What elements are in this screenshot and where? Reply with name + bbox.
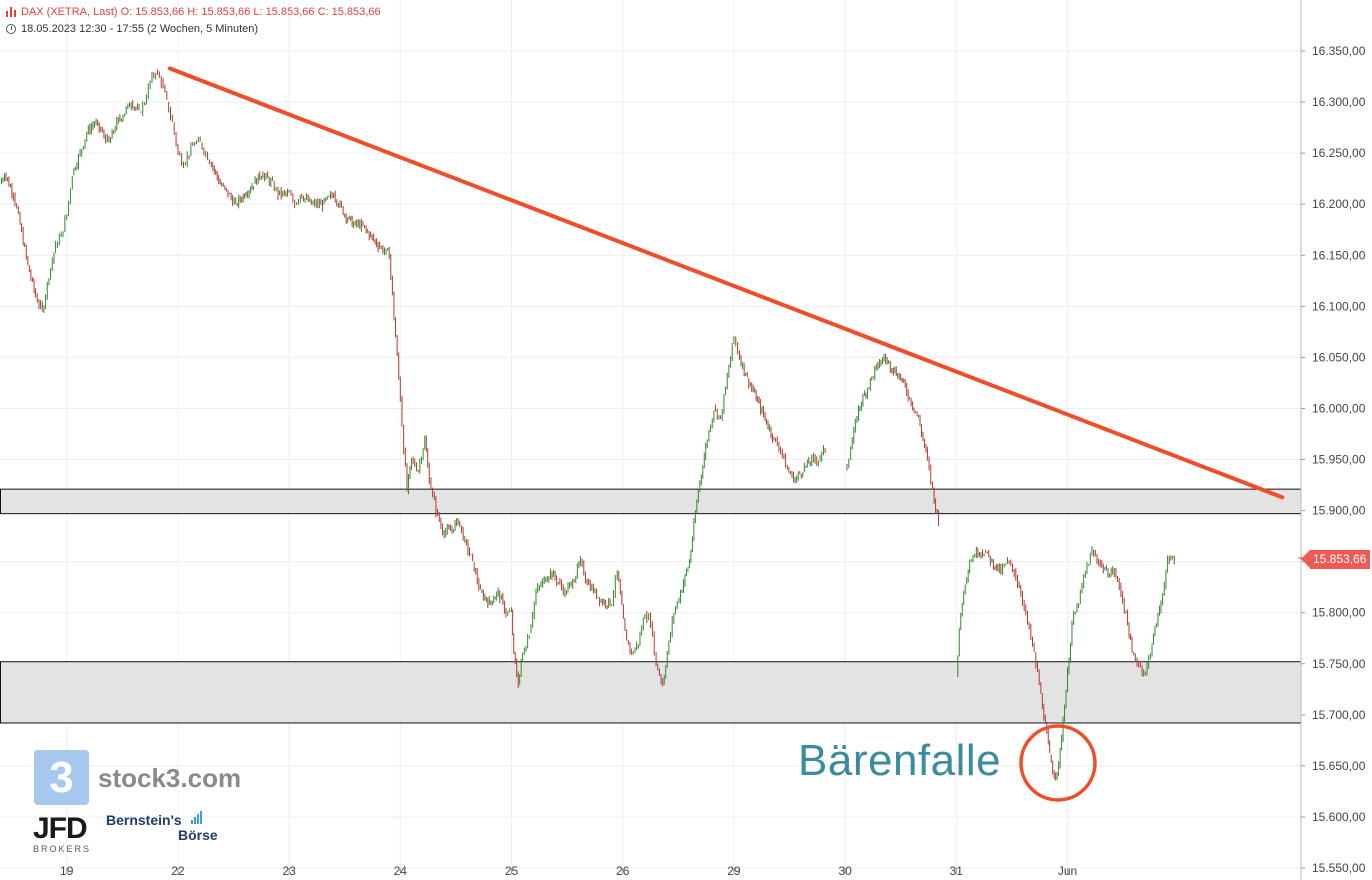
- y-tick-label: 15.800,00: [1312, 606, 1366, 620]
- x-tick-label: 30: [838, 864, 852, 878]
- y-tick-label: 16.200,00: [1312, 197, 1366, 211]
- chart-grid: [0, 0, 1301, 869]
- annotation-circle: [1019, 724, 1097, 802]
- y-tick-label: 15.750,00: [1312, 657, 1366, 671]
- current-price-tag: 15.853,66: [1300, 550, 1371, 569]
- period-info-text: 18.05.2023 12:30 - 17:55 (2 Wochen, 5 Mi…: [21, 23, 259, 35]
- support-resistance-zones: [0, 488, 1302, 724]
- x-tick-label: 26: [616, 864, 630, 878]
- bernsteins-boerse-logo: Bernstein's Börse: [106, 813, 218, 843]
- trendline-layer[interactable]: [167, 66, 1285, 500]
- price-zone: [0, 661, 1302, 724]
- jfd-brokers-text: BROKERS: [33, 844, 92, 854]
- downtrend-line: [167, 66, 1285, 500]
- x-tick-label: 24: [394, 864, 408, 878]
- y-tick-label: 15.550,00: [1312, 861, 1366, 875]
- stock3-logo: 3: [34, 750, 89, 805]
- y-tick-label: 15.950,00: [1312, 453, 1366, 467]
- y-tick-label: 15.900,00: [1312, 504, 1366, 518]
- y-tick-label: 16.050,00: [1312, 350, 1366, 364]
- annotation-circle-layer: [1019, 724, 1097, 802]
- instrument-info-text: DAX (XETRA, Last) O: 15.853,66 H: 15.853…: [21, 6, 381, 18]
- bernsteins-text: Bernstein's: [106, 812, 182, 828]
- y-tick-label: 15.700,00: [1312, 708, 1366, 722]
- candlestick-series: [0, 69, 1175, 781]
- x-tick-label: 31: [950, 864, 964, 878]
- jfd-logo: JFD: [33, 812, 88, 845]
- x-tick-label: 19: [60, 864, 74, 878]
- annotation-label: Bärenfalle: [798, 736, 1002, 785]
- x-tick-label: 25: [505, 864, 519, 878]
- bar-chart-icon: [191, 811, 202, 824]
- y-tick-label: 15.650,00: [1312, 759, 1366, 773]
- stock3-wordmark: stock3.com: [98, 763, 242, 793]
- x-tick-label: 22: [171, 864, 185, 878]
- y-tick-label: 16.150,00: [1312, 248, 1366, 262]
- y-tick-label: 16.000,00: [1312, 401, 1366, 415]
- candlestick-icon: [6, 7, 16, 17]
- x-tick-label: Jun: [1058, 864, 1077, 878]
- axes: 15.550,00 15.600,00 15.650,00 15.700,00 15.7…: [60, 0, 1366, 880]
- x-tick-label: 29: [727, 864, 741, 878]
- y-tick-label: 15.600,00: [1312, 810, 1366, 824]
- instrument-info: DAX (XETRA, Last) O: 15.853,66 H: 15.853…: [6, 6, 381, 18]
- y-tick-label: 16.300,00: [1312, 95, 1366, 109]
- boerse-text: Börse: [178, 827, 218, 843]
- y-tick-label: 16.250,00: [1312, 146, 1366, 160]
- x-tick-label: 23: [282, 864, 296, 878]
- clock-icon: [6, 24, 16, 34]
- period-info: 18.05.2023 12:30 - 17:55 (2 Wochen, 5 Mi…: [6, 23, 258, 35]
- y-tick-label: 16.100,00: [1312, 299, 1366, 313]
- y-tick-label: 16.350,00: [1312, 44, 1366, 58]
- price-zone: [0, 488, 1302, 515]
